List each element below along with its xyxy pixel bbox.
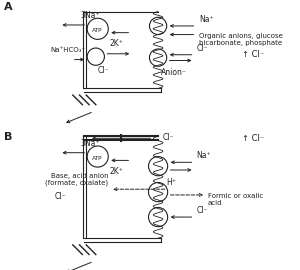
Text: Cl⁻: Cl⁻	[196, 206, 208, 215]
Text: A: A	[4, 2, 13, 12]
Text: Cl⁻: Cl⁻	[98, 66, 109, 75]
Text: 2K⁺: 2K⁺	[110, 39, 124, 48]
Text: Organic anions, glucose
bicarbonate, phosphate: Organic anions, glucose bicarbonate, pho…	[199, 33, 283, 46]
Text: Cl⁻: Cl⁻	[55, 193, 66, 201]
Text: ATP: ATP	[92, 28, 103, 33]
Text: ↑ Cl⁻: ↑ Cl⁻	[242, 134, 265, 143]
Text: Na⁺: Na⁺	[196, 151, 211, 160]
Text: Cl⁻: Cl⁻	[196, 44, 208, 53]
Text: B: B	[4, 131, 12, 141]
Text: H⁺: H⁺	[167, 178, 176, 187]
Text: 3Na⁺: 3Na⁺	[80, 139, 100, 148]
Text: ATP: ATP	[92, 156, 103, 161]
Text: Na⁺: Na⁺	[199, 15, 214, 24]
Text: Cl⁻: Cl⁻	[163, 133, 174, 142]
Text: Anion⁻: Anion⁻	[161, 68, 187, 77]
Text: 3Na⁺: 3Na⁺	[80, 11, 100, 20]
Text: ↑ Cl⁻: ↑ Cl⁻	[242, 50, 265, 59]
Text: 2K⁺: 2K⁺	[110, 167, 124, 176]
Text: Na⁺HCO₃⁻: Na⁺HCO₃⁻	[50, 47, 85, 53]
Text: Formic or oxalic
acid: Formic or oxalic acid	[208, 193, 263, 206]
Text: Base, acid anion
(formate, oxalate): Base, acid anion (formate, oxalate)	[45, 173, 108, 186]
